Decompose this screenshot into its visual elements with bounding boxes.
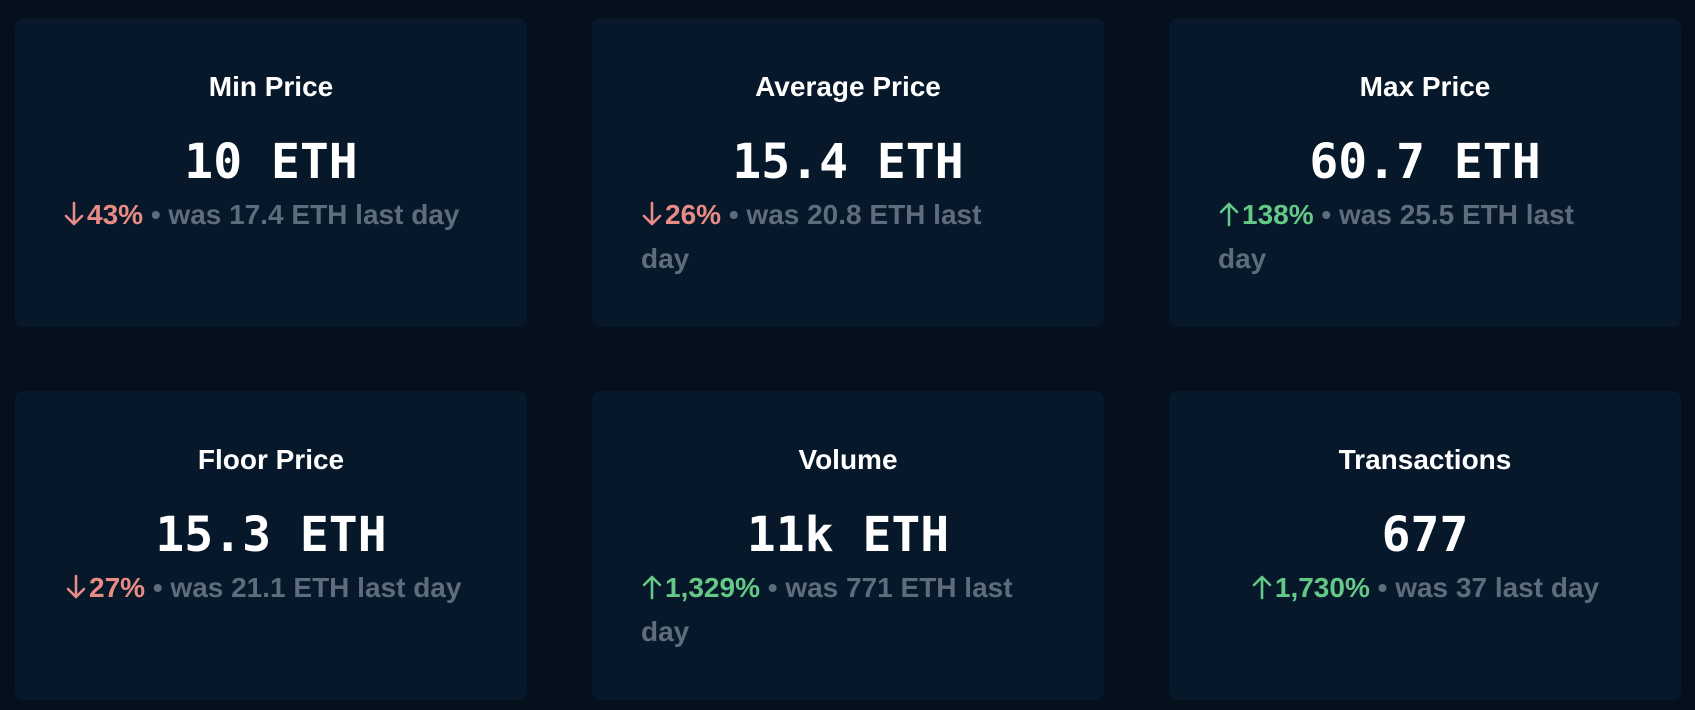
stat-change: 1,730% • was 37 last day [1217, 566, 1633, 610]
stat-title: Min Price [208, 71, 334, 102]
stat-card-min-price: Min Price 10 ETH 43% • was 17.4 ETH last… [15, 18, 527, 327]
arrow-up-icon [1218, 200, 1240, 228]
stat-value: 11k ETH [746, 507, 950, 563]
stat-card-max-price: Max Price 60.7 ETH 138% • was 25.5 ETH l… [1169, 18, 1681, 327]
stat-card-floor-price: Floor Price 15.3 ETH 27% • was 21.1 ETH … [15, 391, 527, 700]
stat-previous: • was 25.5 ETH last day [1218, 199, 1574, 274]
stat-card-average-price: Average Price 15.4 ETH 26% • was 20.8 ET… [592, 18, 1104, 327]
stat-title: Average Price [755, 71, 941, 102]
stat-title: Transactions [1338, 444, 1512, 475]
stat-change-percent: 138% [1218, 199, 1314, 230]
stat-value: 677 [1381, 507, 1469, 563]
stat-title: Max Price [1359, 71, 1491, 102]
stat-change-percent: 43% [63, 199, 143, 230]
stat-card-volume: Volume 11k ETH 1,329% • was 771 ETH last… [592, 391, 1104, 700]
stat-title: Volume [798, 444, 898, 475]
stat-value: 60.7 ETH [1309, 134, 1541, 190]
arrow-down-icon [641, 200, 663, 228]
stat-change-percent: 1,730% [1251, 572, 1370, 603]
stat-value: 15.3 ETH [155, 507, 387, 563]
stat-previous: • was 771 ETH last day [641, 572, 1013, 647]
stat-change: 27% • was 21.1 ETH last day [65, 566, 527, 610]
stat-change: 138% • was 25.5 ETH last day [1218, 193, 1591, 281]
stat-title: Floor Price [197, 444, 345, 475]
arrow-up-icon [1251, 573, 1273, 601]
stat-value: 10 ETH [184, 134, 358, 190]
arrow-down-icon [63, 200, 85, 228]
stat-previous: • was 17.4 ETH last day [150, 199, 460, 230]
stat-previous: • was 20.8 ETH last day [641, 199, 982, 274]
stat-change: 26% • was 20.8 ETH last day [641, 193, 1014, 281]
stat-previous: • was 37 last day [1377, 572, 1600, 603]
arrow-down-icon [65, 573, 87, 601]
stat-change-percent: 1,329% [641, 572, 760, 603]
stat-value: 15.4 ETH [732, 134, 964, 190]
stat-previous: • was 21.1 ETH last day [152, 572, 462, 603]
stat-change: 1,329% • was 771 ETH last day [641, 566, 1014, 654]
stat-change: 43% • was 17.4 ETH last day [63, 193, 527, 237]
stat-card-transactions: Transactions 677 1,730% • was 37 last da… [1169, 391, 1681, 700]
arrow-up-icon [641, 573, 663, 601]
stat-change-percent: 27% [65, 572, 145, 603]
stat-change-percent: 26% [641, 199, 721, 230]
